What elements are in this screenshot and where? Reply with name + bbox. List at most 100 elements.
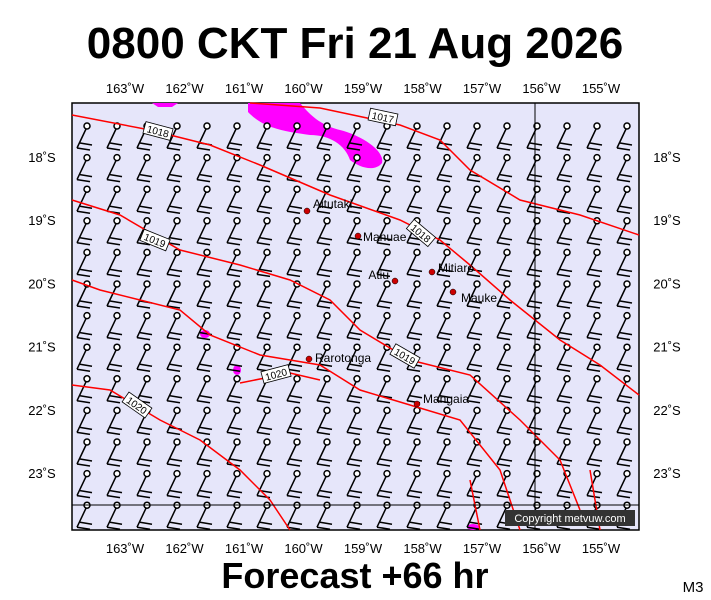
barb-feather bbox=[619, 331, 633, 336]
barb-feather bbox=[346, 431, 361, 436]
barb-feather bbox=[376, 178, 391, 183]
barb-feather bbox=[136, 494, 151, 499]
barb-feather bbox=[226, 273, 241, 278]
barb-feather bbox=[76, 147, 91, 151]
barb-feather bbox=[439, 426, 453, 431]
barb bbox=[526, 469, 543, 499]
barb-station bbox=[323, 153, 331, 162]
barb bbox=[256, 153, 273, 183]
barb bbox=[196, 217, 213, 246]
barb-station bbox=[143, 280, 151, 288]
barb-feather bbox=[589, 426, 603, 431]
barb-feather bbox=[436, 368, 451, 372]
barb bbox=[76, 406, 93, 436]
barb-feather bbox=[199, 489, 213, 494]
barb bbox=[496, 280, 513, 309]
barb-staff bbox=[286, 128, 297, 149]
barb-feather bbox=[406, 494, 421, 499]
barb bbox=[346, 217, 363, 246]
barb-feather bbox=[76, 463, 91, 467]
barb-feather bbox=[559, 237, 573, 241]
barb-station bbox=[503, 248, 511, 257]
barb-feather bbox=[436, 463, 451, 467]
barb bbox=[76, 217, 93, 246]
barb-staff bbox=[136, 507, 147, 528]
barb bbox=[226, 311, 243, 341]
barb-staff bbox=[196, 160, 207, 180]
barb-feather bbox=[106, 368, 121, 372]
barb-feather bbox=[439, 363, 453, 367]
barb-staff bbox=[346, 381, 357, 402]
barb-station bbox=[593, 185, 601, 193]
barb-station bbox=[383, 375, 391, 383]
barb bbox=[106, 217, 123, 246]
barb bbox=[136, 153, 153, 183]
barb-staff bbox=[616, 349, 627, 370]
barb-staff bbox=[466, 507, 477, 528]
barb-station bbox=[353, 375, 361, 383]
barb bbox=[346, 280, 363, 309]
barb-feather bbox=[289, 237, 303, 241]
barb-staff bbox=[166, 286, 177, 307]
barb-feather bbox=[319, 331, 333, 336]
barb-staff bbox=[136, 160, 147, 180]
barb-staff bbox=[76, 413, 87, 433]
barb bbox=[316, 217, 333, 246]
barb-station bbox=[173, 280, 181, 288]
barb-feather bbox=[466, 242, 481, 246]
barb-staff bbox=[586, 223, 597, 244]
barb-feather bbox=[259, 331, 273, 336]
barb bbox=[586, 311, 603, 341]
barb-feather bbox=[166, 431, 181, 436]
barb-station bbox=[293, 406, 301, 415]
barb-feather bbox=[289, 426, 303, 431]
barb-station bbox=[113, 469, 121, 478]
barb-station bbox=[383, 153, 391, 162]
barb-feather bbox=[226, 242, 241, 246]
isobar-label-box bbox=[260, 364, 292, 384]
barb bbox=[496, 469, 513, 499]
barb bbox=[166, 122, 183, 151]
barb-station bbox=[113, 311, 121, 320]
barb bbox=[76, 122, 93, 151]
barb-staff bbox=[436, 413, 447, 433]
places: Aitutaki Manuae Atiu Mitiaro Mauke Rarotonga M… bbox=[303, 197, 497, 408]
barb-feather bbox=[226, 431, 241, 436]
barb-feather bbox=[379, 458, 393, 462]
barb-staff bbox=[556, 160, 567, 180]
barb-staff bbox=[466, 318, 477, 338]
barb-feather bbox=[379, 489, 393, 494]
barb-feather bbox=[166, 494, 181, 499]
barb-feather bbox=[79, 363, 93, 367]
barb-feather bbox=[319, 142, 333, 146]
barb-station bbox=[143, 153, 151, 162]
barb bbox=[616, 311, 633, 341]
barb-station bbox=[173, 153, 181, 162]
barb bbox=[406, 248, 423, 278]
barb bbox=[406, 501, 423, 530]
barb-staff bbox=[136, 191, 147, 212]
barb-staff bbox=[196, 286, 207, 307]
barb bbox=[226, 248, 243, 278]
barb-staff bbox=[496, 381, 507, 402]
barb-staff bbox=[406, 507, 417, 528]
copyright: Copyright metvuw.com bbox=[514, 513, 625, 525]
barb-staff bbox=[376, 223, 387, 244]
lon-label: 157˚W bbox=[463, 541, 502, 556]
barb-feather bbox=[169, 142, 183, 146]
barb-feather bbox=[529, 300, 543, 304]
lat-label: 20˚S bbox=[28, 276, 56, 291]
barb-staff bbox=[256, 191, 267, 212]
barb-staff bbox=[346, 444, 357, 465]
barb-staff bbox=[376, 128, 387, 149]
barb-staff bbox=[256, 160, 267, 180]
barb bbox=[76, 153, 93, 183]
barb bbox=[556, 217, 573, 246]
barb-feather bbox=[346, 273, 361, 278]
barb bbox=[346, 122, 363, 151]
barb-staff bbox=[196, 507, 207, 528]
barb bbox=[196, 406, 213, 436]
barb bbox=[76, 343, 93, 372]
barb-station bbox=[443, 122, 451, 130]
barb-feather bbox=[439, 142, 453, 146]
